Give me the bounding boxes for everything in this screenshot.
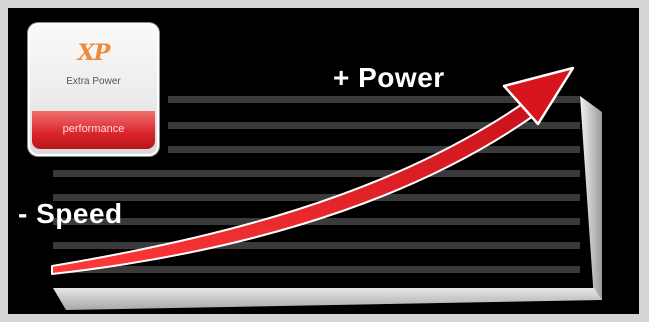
power-label: + Power: [333, 62, 445, 93]
stripe-line: [53, 194, 580, 201]
xp-logo-icon: XP: [77, 40, 111, 66]
stripe-line: [53, 242, 580, 249]
xp-extra-power-badge: XP Extra Power performance: [28, 23, 159, 156]
badge-performance-bar: performance: [32, 111, 155, 149]
stripe-lines: [53, 96, 580, 273]
graphic-panel: XP Extra Power performance + Power - Spe…: [8, 8, 639, 314]
stripe-line: [53, 218, 580, 225]
badge-performance-label: performance: [62, 123, 125, 135]
stripe-line: [53, 266, 580, 273]
power-speed-graphic: [51, 66, 602, 310]
badge-name-label: Extra Power: [66, 76, 121, 87]
speed-label: - Speed: [18, 198, 123, 229]
rising-arrow-head: [502, 66, 575, 126]
stripe-line: [168, 122, 580, 129]
stripe-line: [168, 146, 580, 153]
stripe-line: [168, 96, 580, 103]
floor-panel: [53, 288, 602, 310]
stripe-line: [53, 170, 580, 177]
right-fold-panel: [580, 96, 602, 300]
